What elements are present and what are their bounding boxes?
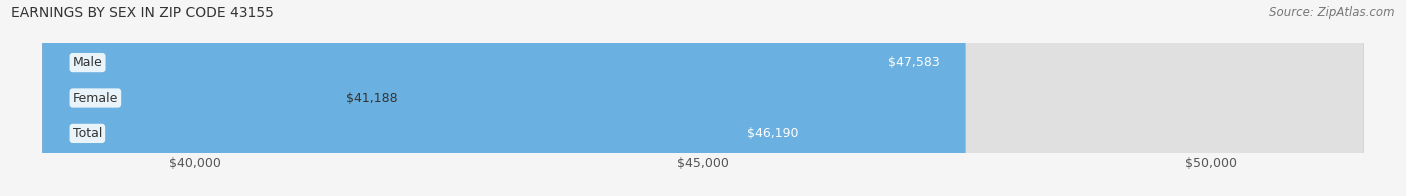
FancyBboxPatch shape (42, 0, 824, 196)
Text: Total: Total (73, 127, 103, 140)
Text: Male: Male (73, 56, 103, 69)
FancyBboxPatch shape (42, 0, 1364, 196)
Text: Source: ZipAtlas.com: Source: ZipAtlas.com (1270, 6, 1395, 19)
Text: $46,190: $46,190 (747, 127, 799, 140)
Text: $41,188: $41,188 (346, 92, 398, 104)
Text: EARNINGS BY SEX IN ZIP CODE 43155: EARNINGS BY SEX IN ZIP CODE 43155 (11, 6, 274, 20)
FancyBboxPatch shape (42, 0, 1364, 196)
Text: Female: Female (73, 92, 118, 104)
FancyBboxPatch shape (42, 0, 966, 196)
FancyBboxPatch shape (0, 0, 652, 196)
FancyBboxPatch shape (42, 0, 1364, 196)
Text: $47,583: $47,583 (889, 56, 941, 69)
